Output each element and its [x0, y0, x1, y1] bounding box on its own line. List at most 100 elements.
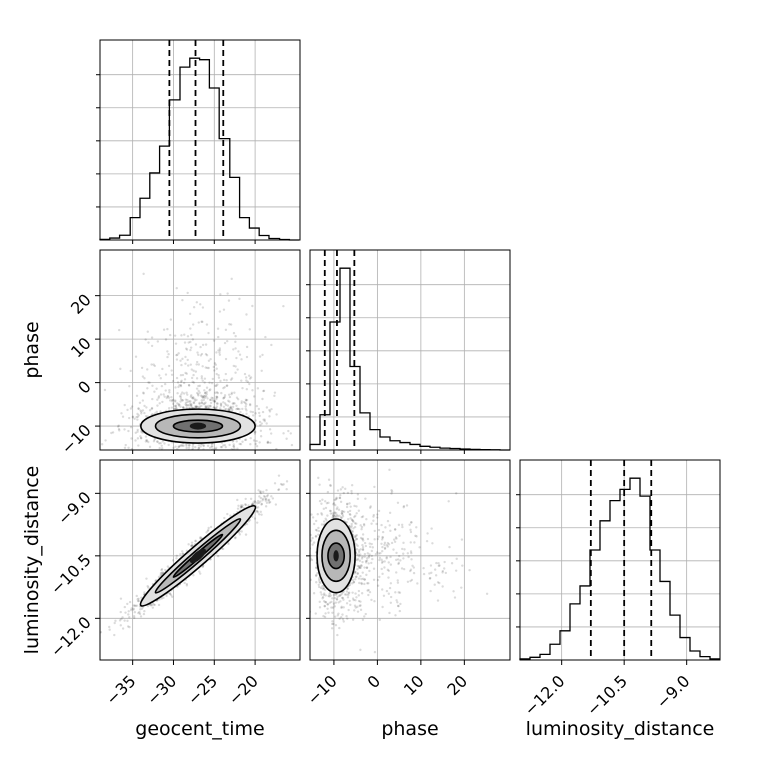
- sample-point: [189, 340, 192, 344]
- sample-point: [425, 539, 429, 543]
- sample-point: [127, 429, 130, 433]
- sample-point: [191, 455, 193, 457]
- sample-point: [187, 341, 190, 344]
- sample-point: [324, 594, 327, 597]
- sample-point: [206, 406, 209, 409]
- sample-point: [240, 401, 243, 405]
- sample-point: [205, 354, 209, 357]
- sample-point: [147, 586, 150, 589]
- sample-point: [253, 430, 256, 433]
- sample-point: [120, 617, 123, 621]
- sample-point: [235, 407, 238, 411]
- sample-point: [234, 536, 237, 540]
- sample-point: [205, 531, 208, 534]
- sample-point: [174, 342, 178, 345]
- sample-point: [252, 439, 256, 442]
- sample-point: [256, 387, 260, 390]
- sample-point: [147, 381, 150, 384]
- sample-point: [168, 592, 171, 595]
- sample-point: [311, 536, 314, 540]
- sample-point: [322, 593, 326, 597]
- sample-point: [274, 503, 278, 506]
- sample-point: [133, 611, 137, 614]
- sample-point: [328, 509, 332, 513]
- sample-point: [205, 390, 208, 394]
- sample-point: [314, 519, 318, 523]
- sample-point: [354, 534, 358, 537]
- sample-point: [364, 544, 368, 548]
- sample-point: [362, 524, 366, 527]
- sample-point: [195, 377, 199, 380]
- sample-point: [389, 601, 393, 604]
- sample-point: [139, 437, 143, 440]
- sample-point: [357, 566, 361, 570]
- sample-point: [334, 503, 337, 507]
- sample-point: [160, 569, 163, 572]
- sample-point: [368, 553, 371, 556]
- sample-point: [360, 564, 363, 567]
- sample-point: [245, 412, 248, 416]
- sample-point: [190, 406, 194, 409]
- sample-point: [376, 578, 380, 582]
- sample-point: [436, 581, 440, 584]
- sample-point: [361, 548, 365, 552]
- sample-point: [339, 593, 342, 596]
- sample-point: [200, 320, 203, 323]
- sample-point: [190, 394, 193, 397]
- sample-point: [144, 415, 148, 418]
- sample-point: [355, 543, 358, 546]
- sample-point: [176, 381, 180, 384]
- sample-point: [199, 572, 202, 575]
- sample-point: [409, 541, 412, 544]
- sample-point: [235, 396, 239, 399]
- sample-point: [164, 338, 168, 341]
- sample-point: [132, 604, 135, 607]
- sample-point: [177, 457, 179, 459]
- sample-point: [220, 391, 223, 395]
- sample-point: [390, 492, 393, 495]
- sample-point: [150, 344, 154, 348]
- sample-point: [355, 548, 359, 551]
- y-tick-label: 0: [74, 377, 95, 398]
- sample-point: [271, 497, 275, 500]
- sample-point: [234, 340, 237, 344]
- sample-point: [361, 560, 364, 564]
- sample-point: [354, 575, 358, 579]
- sample-point: [117, 424, 120, 427]
- sample-point: [275, 413, 278, 416]
- sample-point: [329, 483, 332, 487]
- sample-point: [381, 536, 384, 539]
- sample-point: [184, 362, 187, 365]
- sample-point: [360, 581, 363, 585]
- sample-point: [167, 456, 169, 458]
- sample-point: [269, 441, 272, 444]
- panel-frame: [99, 459, 301, 661]
- sample-point: [314, 528, 318, 532]
- sample-point: [199, 303, 202, 306]
- sample-point: [354, 536, 357, 539]
- sample-point: [326, 603, 329, 606]
- sample-point: [264, 335, 267, 339]
- sample-point: [194, 405, 198, 409]
- sample-point: [305, 592, 307, 594]
- sample-point: [402, 552, 405, 555]
- sample-point: [181, 357, 184, 361]
- sample-point: [355, 575, 358, 578]
- sample-point: [210, 442, 214, 446]
- sample-point: [150, 336, 154, 339]
- sample-point: [171, 457, 173, 459]
- sample-point: [222, 466, 224, 468]
- sample-point: [405, 504, 409, 507]
- sample-point: [132, 607, 135, 610]
- sample-point: [181, 399, 184, 402]
- sample-point: [167, 407, 171, 410]
- sample-point: [340, 605, 343, 609]
- sample-point: [352, 527, 355, 530]
- sample-point: [210, 382, 214, 385]
- sample-point: [324, 506, 328, 510]
- sample-point: [176, 353, 179, 357]
- sample-point: [334, 511, 338, 515]
- sample-point: [346, 587, 349, 590]
- sample-point: [239, 410, 242, 414]
- sample-point: [213, 447, 216, 450]
